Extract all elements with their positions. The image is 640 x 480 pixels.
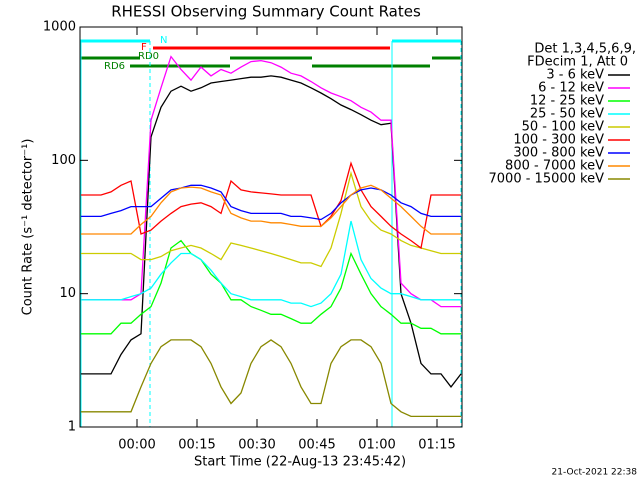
flag-label: RD0 [138,51,159,62]
y-tick-label: 100 [51,153,76,168]
series-line [81,220,461,308]
chart-title: RHESSI Observing Summary Count Rates [111,3,421,21]
series-line [81,239,461,335]
legend-label: 100 - 300 keV [513,133,604,148]
x-tick-label: 01:15 [418,438,455,453]
plot-frame [79,26,463,428]
flag-label: RD6 [104,61,125,72]
flag-label: F [141,42,147,53]
legend-label: 7000 - 15000 keV [489,172,605,187]
x-tick-label: 00:00 [118,438,155,453]
series-line [81,339,461,418]
series-line [81,184,461,221]
x-tick-label: 00:15 [178,438,215,453]
y-tick-label: 1 [68,420,76,435]
legend-label: 3 - 6 keV [546,68,604,83]
x-tick-label: 01:00 [358,438,395,453]
event-lines [80,41,462,427]
series-line [81,170,461,268]
x-tick-label: 00:45 [298,438,335,453]
series-line [81,55,461,308]
legend-header: Det 1,3,4,5,6,9, [534,42,636,57]
flag-label: N [160,35,167,46]
legend-label: 800 - 7000 keV [505,159,604,174]
timestamp: 21-Oct-2021 22:38 [552,468,638,478]
legend-header: FDecim 1, Att 0 [527,55,628,70]
legend-label: 50 - 100 keV [522,120,605,135]
legend-label: 12 - 25 keV [530,94,604,109]
series-line [81,161,461,250]
flag-bars [80,39,461,68]
y-tick-label: 10 [59,286,76,301]
x-axis-label: Start Time (22-Aug-13 23:45:42) [194,455,406,470]
y-tick-label: 1000 [43,20,76,35]
legend-label: 6 - 12 keV [538,81,604,96]
series-line [81,184,461,235]
legend-label: 300 - 800 keV [513,146,604,161]
legend-label: 25 - 50 keV [530,107,604,122]
x-tick-label: 00:30 [238,438,275,453]
y-axis-label: Count Rate (s⁻¹ detector⁻¹) [21,139,36,316]
